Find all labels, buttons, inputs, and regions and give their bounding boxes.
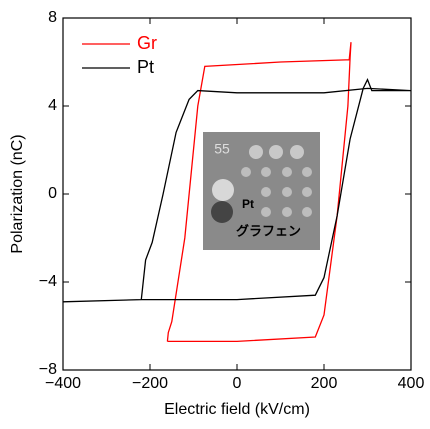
inset-dot: [261, 187, 271, 197]
series-line: [62, 77, 412, 303]
inset-dot: [211, 201, 233, 223]
inset-dot: [269, 145, 283, 159]
legend-label: Gr: [137, 33, 157, 53]
inset-dot: [282, 207, 292, 217]
x-axis-label: Electric field (kV/cm): [164, 401, 310, 418]
inset-dot: [212, 179, 234, 201]
inset-photo: 55 Pt グラフェン: [203, 132, 320, 250]
inset-dot: [290, 145, 304, 159]
y-axis-label: Polarization (nC): [9, 134, 26, 253]
inset-dot: [249, 145, 263, 159]
y-tick-label: 8: [48, 9, 57, 26]
inset-dot: [241, 167, 251, 177]
inset-dot: [282, 167, 292, 177]
x-tick-label: −400: [45, 375, 81, 392]
series-line: [166, 42, 352, 343]
inset-label: 55: [214, 141, 230, 157]
inset-label: Pt: [242, 197, 254, 211]
y-tick-label: −8: [39, 361, 57, 378]
inset-dot: [302, 187, 312, 197]
y-tick-label: 0: [48, 185, 57, 202]
inset-dot: [282, 187, 292, 197]
inset-label: グラフェン: [236, 223, 301, 238]
x-tick-label: 400: [398, 375, 425, 392]
inset-dot: [302, 207, 312, 217]
inset-dot: [302, 167, 312, 177]
legend-label: Pt: [137, 57, 154, 77]
x-tick-label: −200: [132, 375, 168, 392]
y-tick-label: −4: [39, 273, 57, 290]
x-tick-label: 0: [233, 375, 242, 392]
inset-dot: [261, 167, 271, 177]
x-tick-label: 200: [311, 375, 338, 392]
y-tick-label: 4: [48, 97, 57, 114]
inset-dot: [261, 207, 271, 217]
